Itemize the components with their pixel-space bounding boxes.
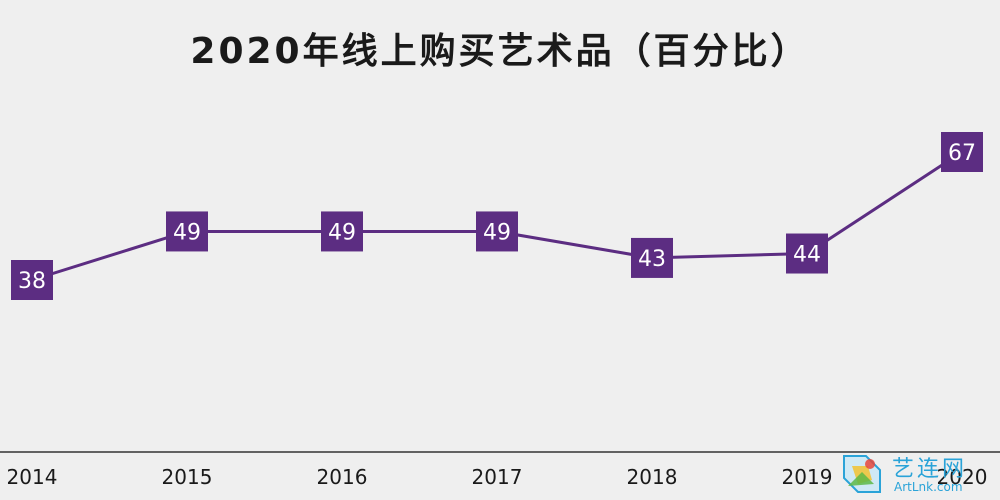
data-label: 49 (173, 220, 201, 245)
x-tick-label: 2015 (162, 465, 213, 489)
chart-title: 2020年线上购买艺术品（百分比） (190, 31, 810, 72)
data-point: 67 (941, 132, 983, 172)
data-point-marker (631, 237, 673, 278)
data-label: 43 (638, 247, 666, 272)
x-tick-label: 2016 (317, 465, 368, 489)
data-point: 44 (786, 233, 828, 274)
x-tick-label: 2017 (472, 465, 523, 489)
data-point-marker (941, 132, 983, 172)
data-point-marker (166, 211, 208, 252)
x-tick-labels: 2014 2015 2016 2017 2018 2019 2020 (7, 465, 988, 489)
data-label: 49 (328, 220, 356, 245)
data-point-marker (321, 211, 363, 252)
x-tick-label: 2020 (937, 465, 988, 489)
watermark-en-text: ArtLnk.com (894, 480, 963, 494)
x-tick-label: 2014 (7, 465, 58, 489)
watermark: 艺连网 ArtLnk.com (838, 448, 998, 498)
data-point-layer: 38 49 49 49 43 44 67 (11, 132, 983, 300)
data-point-marker (11, 260, 53, 300)
x-tick-label: 2018 (627, 465, 678, 489)
data-point: 38 (11, 260, 53, 300)
data-point-marker (476, 211, 518, 252)
data-label: 44 (793, 243, 821, 268)
data-point: 49 (166, 211, 208, 252)
data-label: 67 (948, 141, 976, 166)
data-label: 38 (18, 269, 46, 294)
data-point: 49 (476, 211, 518, 252)
x-tick-label: 2019 (782, 465, 833, 489)
artlnk-logo-icon (843, 455, 881, 493)
data-point: 49 (321, 211, 363, 252)
data-label: 49 (483, 220, 511, 245)
watermark-cn-text: 艺连网 (892, 457, 968, 482)
data-point: 43 (631, 237, 673, 278)
data-point-marker (786, 233, 828, 274)
